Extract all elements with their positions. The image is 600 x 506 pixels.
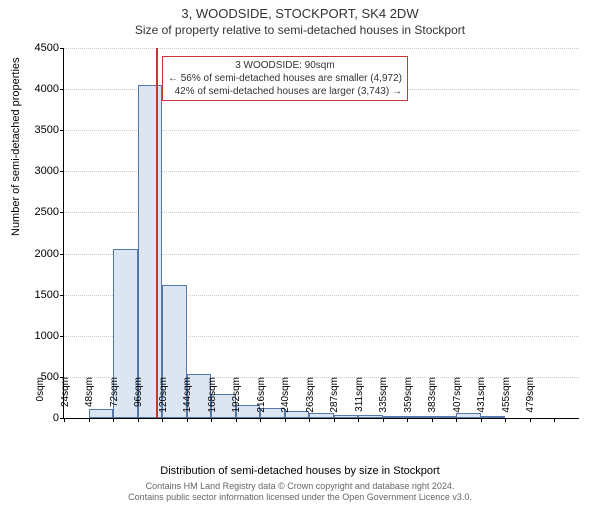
ytick-mark	[60, 130, 64, 131]
ytick-mark	[60, 48, 64, 49]
ytick-mark	[60, 171, 64, 172]
xtick-label: 335sqm	[378, 377, 389, 422]
xtick-label: 263sqm	[305, 377, 316, 422]
chart-plot-area: 0500100015002000250030003500400045000sqm…	[63, 48, 578, 418]
xtick-label: 240sqm	[280, 377, 291, 422]
ytick-label: 4500	[35, 42, 59, 54]
xtick-label: 24sqm	[60, 377, 71, 422]
ytick-mark	[60, 336, 64, 337]
histogram-bar	[138, 85, 163, 418]
footer-line-1: Contains HM Land Registry data © Crown c…	[0, 481, 600, 492]
xtick-label: 359sqm	[403, 377, 414, 422]
xtick-label: 144sqm	[182, 377, 193, 422]
xtick-label: 287sqm	[329, 377, 340, 422]
xtick-label: 455sqm	[501, 377, 512, 422]
xtick-label: 96sqm	[133, 377, 144, 422]
ytick-label: 2500	[35, 206, 59, 218]
ytick-label: 4000	[35, 83, 59, 95]
annotation-line: 42% of semi-detached houses are larger (…	[168, 85, 402, 98]
xtick-label: 48sqm	[84, 377, 95, 422]
xtick-label: 216sqm	[256, 377, 267, 422]
annotation-line: ← 56% of semi-detached houses are smalle…	[168, 72, 402, 85]
ytick-mark	[60, 212, 64, 213]
ytick-mark	[60, 254, 64, 255]
xtick-label: 72sqm	[109, 377, 120, 422]
xtick-label: 192sqm	[231, 377, 242, 422]
xtick-mark	[554, 418, 555, 422]
ytick-mark	[60, 89, 64, 90]
xtick-label: 407sqm	[452, 377, 463, 422]
annotation-line: 3 WOODSIDE: 90sqm	[168, 59, 402, 72]
xtick-label: 311sqm	[354, 377, 365, 422]
footer-line-2: Contains public sector information licen…	[0, 492, 600, 503]
ytick-mark	[60, 295, 64, 296]
property-marker-line	[156, 48, 158, 418]
xtick-label: 479sqm	[525, 377, 536, 422]
xtick-label: 120sqm	[158, 377, 169, 422]
ytick-label: 0	[53, 412, 59, 424]
ytick-label: 3000	[35, 165, 59, 177]
chart-title-sub: Size of property relative to semi-detach…	[0, 23, 600, 37]
ytick-label: 3500	[35, 124, 59, 136]
xtick-label: 383sqm	[427, 377, 438, 422]
ytick-label: 1000	[35, 330, 59, 342]
chart-title-main: 3, WOODSIDE, STOCKPORT, SK4 2DW	[0, 6, 600, 21]
xtick-label: 431sqm	[476, 377, 487, 422]
xtick-label: 168sqm	[207, 377, 218, 422]
xtick-label: 0sqm	[35, 377, 46, 422]
y-axis-label: Number of semi-detached properties	[10, 57, 22, 236]
annotation-box: 3 WOODSIDE: 90sqm← 56% of semi-detached …	[162, 56, 408, 101]
ytick-label: 1500	[35, 289, 59, 301]
x-axis-label: Distribution of semi-detached houses by …	[0, 465, 600, 477]
ytick-label: 2000	[35, 248, 59, 260]
gridline	[64, 48, 579, 49]
